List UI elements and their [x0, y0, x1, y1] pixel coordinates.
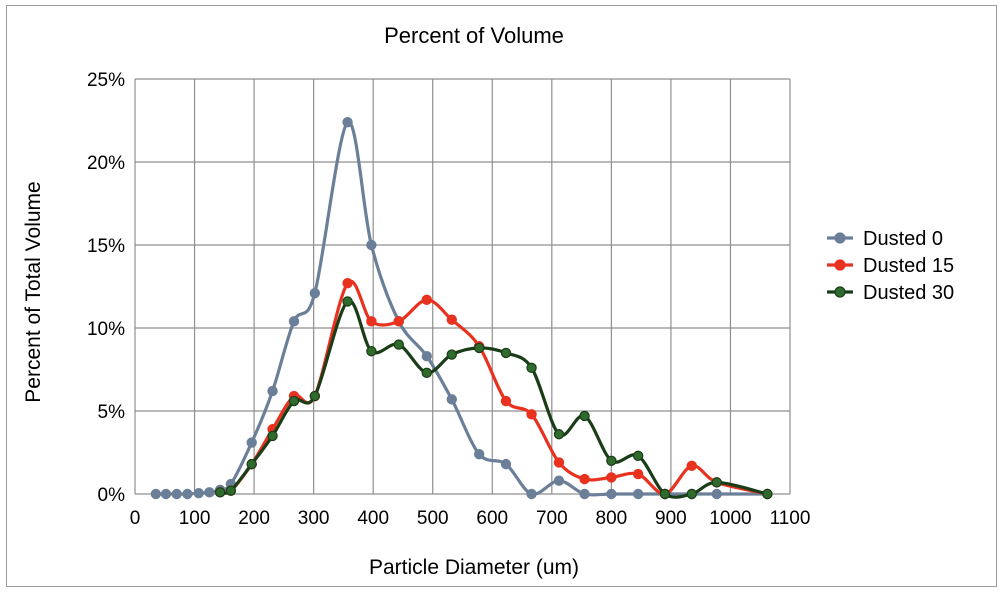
legend-label-dusted-15: Dusted 15: [863, 255, 954, 277]
series-line-dusted-15: [220, 279, 768, 496]
data-point-dusted-15: [632, 468, 644, 480]
data-point-dusted-30: [579, 410, 590, 422]
x-tick-label: 300: [298, 508, 330, 529]
data-point-dusted-30: [686, 488, 697, 500]
data-point-dusted-0: [246, 437, 257, 448]
data-point-dusted-30: [246, 458, 257, 470]
data-point-dusted-0: [309, 287, 321, 299]
data-point-dusted-30: [606, 455, 617, 466]
x-tick-label: 600: [476, 508, 508, 529]
legend: Dusted 0 Dusted 15 Dusted 30: [827, 228, 954, 304]
data-point-dusted-30: [632, 450, 644, 462]
y-tick-label: 25%: [87, 70, 125, 91]
x-tick-label: 900: [655, 508, 687, 529]
data-point-dusted-15: [342, 277, 353, 289]
data-point-dusted-30: [366, 346, 377, 357]
y-tick-label: 15%: [87, 236, 125, 257]
data-point-dusted-30: [446, 349, 457, 360]
data-point-dusted-0: [473, 448, 485, 460]
x-tick-label: 800: [596, 508, 628, 529]
x-tick-label: 700: [536, 508, 568, 529]
series-line-dusted-0: [155, 120, 768, 497]
data-point-dusted-15: [366, 316, 377, 327]
data-point-dusted-0: [632, 488, 644, 500]
data-point-dusted-0: [421, 351, 432, 362]
data-point-dusted-15: [553, 457, 565, 468]
legend-marker-dusted-0: [834, 232, 846, 244]
data-point-dusted-0: [446, 394, 457, 405]
data-point-dusted-30: [711, 477, 722, 488]
series-dusted-15: [214, 277, 773, 500]
series-dusted-0: [150, 116, 773, 500]
y-tick-label: 5%: [98, 402, 126, 423]
data-point-dusted-15: [606, 472, 617, 483]
data-point-dusted-30: [288, 395, 300, 407]
data-point-dusted-30: [225, 485, 237, 496]
data-point-dusted-0: [579, 488, 590, 500]
data-point-dusted-15: [393, 316, 404, 327]
legend-item-dusted-30: Dusted 30: [827, 282, 954, 304]
data-point-dusted-30: [553, 429, 565, 440]
x-tick-labels: 0 100 200 300 400 500 600 700 800 900 1000 1100: [130, 508, 811, 529]
data-point-dusted-0: [182, 488, 193, 500]
grid-lines: [134, 78, 791, 495]
data-point-dusted-15: [421, 294, 432, 305]
data-point-dusted-30: [342, 296, 353, 307]
x-tick-label: 200: [238, 508, 270, 529]
data-point-dusted-30: [393, 339, 404, 350]
data-point-dusted-0: [288, 316, 300, 327]
data-point-dusted-30: [473, 342, 485, 354]
data-point-dusted-0: [204, 487, 215, 498]
data-point-dusted-0: [193, 487, 204, 499]
data-point-dusted-30: [526, 362, 537, 374]
legend-item-dusted-15: Dusted 15: [827, 255, 954, 277]
x-tick-label: 100: [179, 508, 211, 529]
data-point-dusted-0: [553, 475, 565, 486]
data-point-dusted-30: [214, 487, 226, 498]
series-layer: [150, 116, 773, 500]
y-axis-title: Percent of Total Volume: [22, 181, 45, 402]
x-axis-title: Particle Diameter (um): [369, 556, 579, 579]
data-point-dusted-15: [526, 409, 537, 420]
x-tick-label: 0: [130, 508, 141, 529]
data-point-dusted-15: [500, 395, 512, 407]
data-point-dusted-30: [659, 488, 671, 500]
chart-title: Percent of Volume: [384, 23, 564, 48]
y-tick-label: 10%: [87, 319, 125, 340]
x-tick-label: 500: [417, 508, 449, 529]
data-point-dusted-0: [342, 116, 353, 128]
series-dusted-30: [214, 296, 773, 500]
legend-marker-dusted-15: [834, 259, 846, 271]
series-line-dusted-30: [220, 299, 768, 499]
data-point-dusted-0: [711, 488, 722, 500]
data-point-dusted-0: [171, 488, 182, 500]
data-point-dusted-0: [150, 488, 162, 500]
data-point-dusted-30: [309, 390, 321, 402]
data-point-dusted-15: [579, 473, 590, 485]
legend-marker-dusted-30: [834, 286, 846, 298]
legend-label-dusted-0: Dusted 0: [863, 228, 943, 250]
chart-svg: 0% 5% 10% 15% 20% 25% 0 100 200 300 400 500 600 700 8…: [22, 23, 954, 579]
y-tick-labels: 0% 5% 10% 15% 20% 25%: [87, 70, 125, 506]
data-point-dusted-0: [366, 239, 377, 251]
y-tick-label: 0%: [98, 485, 126, 506]
data-point-dusted-15: [686, 460, 697, 471]
data-point-dusted-0: [526, 488, 537, 500]
data-point-dusted-30: [500, 347, 512, 359]
data-point-dusted-0: [160, 488, 172, 500]
data-point-dusted-0: [500, 458, 512, 470]
data-point-dusted-30: [421, 367, 432, 379]
x-tick-label: 1000: [709, 508, 751, 529]
data-point-dusted-0: [267, 385, 278, 397]
data-point-dusted-30: [267, 430, 278, 442]
chart-frame: 0% 5% 10% 15% 20% 25% 0 100 200 300 400 500 600 700 8…: [6, 5, 997, 587]
data-point-dusted-15: [446, 314, 457, 325]
legend-item-dusted-0: Dusted 0: [827, 228, 943, 250]
legend-label-dusted-30: Dusted 30: [863, 282, 954, 304]
x-tick-label: 1100: [770, 508, 811, 529]
x-tick-label: 400: [357, 508, 389, 529]
data-point-dusted-30: [762, 488, 773, 500]
data-point-dusted-0: [606, 488, 617, 500]
y-tick-label: 20%: [87, 153, 125, 174]
